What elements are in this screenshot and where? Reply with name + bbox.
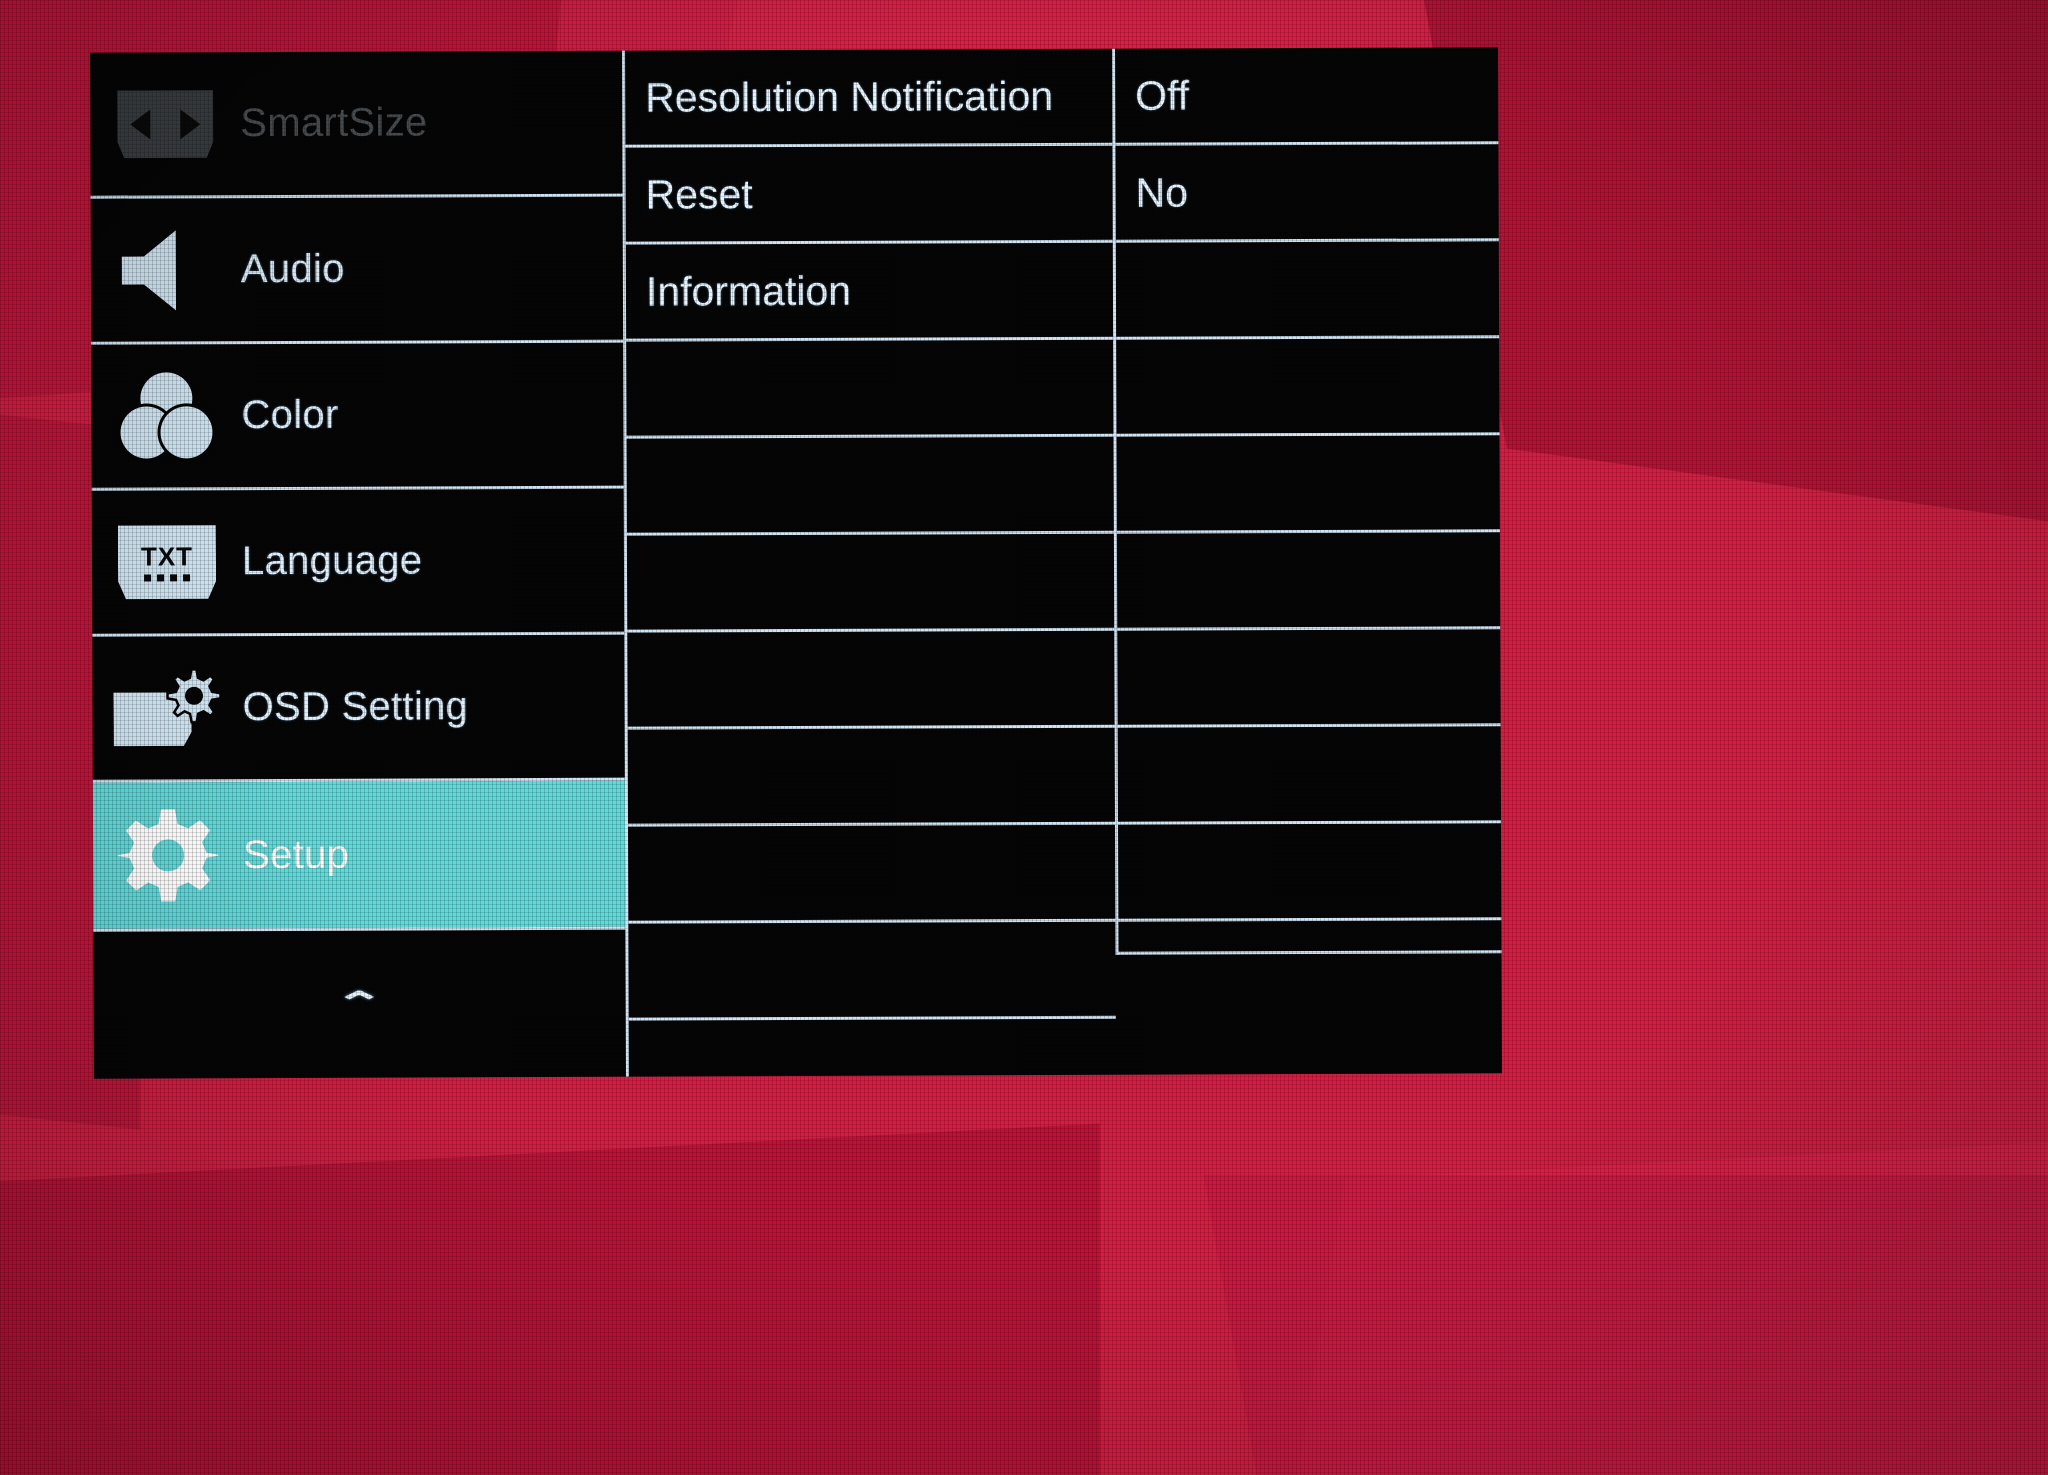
submenu-label: Resolution Notification (645, 72, 1054, 121)
value-row[interactable] (1117, 726, 1502, 825)
chevron-up-icon: ⌃ (333, 985, 387, 1020)
osd-submenu-column: Resolution Notification Reset Informatio… (622, 48, 1116, 1077)
sidebar-item-label: SmartSize (240, 100, 428, 146)
submenu-row[interactable] (628, 921, 1116, 1021)
submenu-row[interactable] (627, 630, 1115, 730)
value-label: No (1135, 168, 1189, 216)
submenu-row[interactable] (629, 1019, 1116, 1118)
sidebar-item-audio[interactable]: Audio (90, 196, 624, 345)
color-circles-icon (91, 371, 241, 461)
background-facet (1203, 1175, 2048, 1475)
background-facet (1404, 0, 2048, 546)
submenu-label: Reset (645, 170, 753, 218)
value-row[interactable] (1115, 241, 1500, 340)
value-row[interactable] (1118, 823, 1502, 922)
txt-card-icon: TXT (92, 525, 242, 600)
value-row[interactable]: No (1115, 144, 1499, 243)
speaker-icon (91, 228, 241, 313)
sidebar-scroll-up[interactable]: ⌃ (93, 926, 626, 1080)
sidebar-item-label: OSD Setting (242, 684, 469, 730)
sidebar-item-language[interactable]: TXT Language (91, 488, 625, 637)
osd-sidebar: SmartSize Audio Color (90, 50, 626, 1080)
panel-gear-icon (92, 666, 242, 751)
background-facet (0, 1123, 1100, 1475)
value-label: Off (1135, 71, 1190, 119)
submenu-row[interactable]: Reset (625, 145, 1113, 245)
sidebar-item-label: Language (241, 538, 423, 584)
osd-value-column: Off No (1112, 47, 1502, 955)
sidebar-item-label: Audio (240, 246, 345, 292)
background-facet (1262, 1131, 2048, 1475)
submenu-row[interactable] (628, 824, 1116, 924)
sidebar-item-label: Color (241, 392, 339, 438)
gear-icon (93, 805, 243, 906)
submenu-row[interactable] (626, 339, 1114, 439)
sidebar-item-osd-setting[interactable]: OSD Setting (92, 634, 625, 783)
value-row[interactable] (1116, 532, 1501, 631)
value-row[interactable]: Off (1115, 47, 1499, 146)
value-row[interactable] (1117, 629, 1501, 728)
sidebar-item-color[interactable]: Color (91, 342, 624, 491)
submenu-row[interactable]: Information (625, 242, 1114, 342)
submenu-row[interactable] (626, 436, 1114, 536)
submenu-row[interactable] (626, 533, 1115, 633)
sidebar-item-setup[interactable]: Setup (92, 780, 626, 929)
submenu-row[interactable]: Resolution Notification (625, 48, 1113, 148)
value-row[interactable] (1116, 338, 1500, 437)
sidebar-item-smartsize[interactable]: SmartSize (90, 50, 623, 199)
smartsize-icon (90, 90, 240, 159)
sidebar-item-label: Setup (243, 832, 350, 877)
submenu-label: Information (645, 267, 852, 315)
value-row[interactable] (1116, 435, 1500, 534)
osd-menu-panel: SmartSize Audio Color (90, 47, 1502, 1080)
value-row[interactable] (1118, 920, 1501, 1018)
submenu-row[interactable] (627, 727, 1116, 827)
